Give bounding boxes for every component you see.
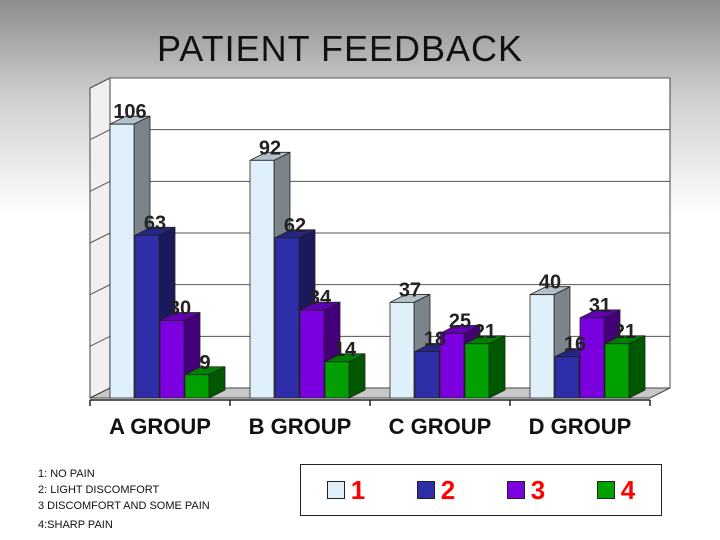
- bar: [529, 294, 555, 399]
- bar: [554, 356, 580, 399]
- data-label: 14: [334, 339, 357, 361]
- bar: [439, 333, 465, 399]
- data-label: 21: [474, 321, 496, 343]
- data-label: 40: [539, 272, 561, 294]
- bar: [159, 320, 185, 399]
- bar: [109, 123, 135, 399]
- x-tick-label: C GROUP: [389, 414, 492, 439]
- data-label: 31: [589, 295, 611, 317]
- data-label: 92: [259, 137, 281, 159]
- legend-item: 4: [596, 474, 636, 506]
- legend-label: 1: [350, 474, 366, 505]
- bar-side: [488, 335, 506, 399]
- bar: [324, 361, 350, 399]
- note-line: 1: NO PAIN: [38, 468, 95, 480]
- data-label: 37: [399, 279, 421, 301]
- bar: [414, 351, 440, 399]
- x-tick-label: B GROUP: [249, 414, 352, 439]
- data-label: 18: [424, 329, 446, 351]
- data-label: 62: [284, 215, 306, 237]
- legend-item: 3: [506, 474, 546, 506]
- note-line: 3 DISCOMFORT AND SOME PAIN: [38, 500, 210, 512]
- data-label: 16: [564, 334, 586, 356]
- legend-label: 2: [440, 474, 456, 505]
- note-line: 4:SHARP PAIN: [38, 519, 113, 531]
- bar: [134, 234, 160, 399]
- bar: [274, 237, 300, 399]
- gridline: [89, 77, 670, 89]
- legend-label: 3: [530, 474, 546, 505]
- data-label: 25: [449, 310, 471, 332]
- data-label: 21: [614, 321, 636, 343]
- bar-side: [628, 335, 646, 399]
- bar: [579, 317, 605, 399]
- bar: [389, 302, 415, 399]
- legend-item: 1: [326, 474, 366, 506]
- bar: [604, 343, 630, 399]
- data-label: 30: [169, 298, 191, 320]
- legend-swatch: [596, 481, 615, 499]
- bar: [184, 374, 210, 399]
- chart-legend: 1 2 3 4: [300, 464, 662, 516]
- legend-swatch: [326, 481, 345, 499]
- note-line: 2: LIGHT DISCOMFORT: [38, 484, 160, 496]
- bar: [464, 343, 490, 399]
- bar: [299, 309, 325, 399]
- data-label: 106: [113, 101, 146, 123]
- bar: [249, 159, 275, 399]
- legend-swatch: [506, 481, 525, 499]
- data-label: 63: [144, 212, 166, 234]
- pain-scale-notes: 1: NO PAIN 2: LIGHT DISCOMFORT 3 DISCOMF…: [38, 466, 210, 533]
- legend-item: 2: [416, 474, 456, 506]
- legend-swatch: [416, 481, 435, 499]
- data-label: 34: [309, 287, 332, 309]
- legend-label: 4: [620, 474, 636, 505]
- data-label: 9: [199, 352, 210, 374]
- x-tick-label: D GROUP: [529, 414, 632, 439]
- chart-title: PATIENT FEEDBACK: [156, 28, 524, 69]
- x-tick-label: A GROUP: [109, 414, 211, 439]
